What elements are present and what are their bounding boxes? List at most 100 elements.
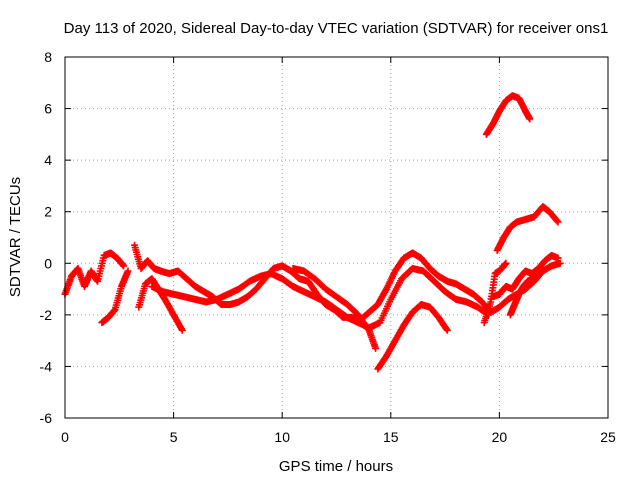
data-point: [303, 291, 305, 293]
data-point: [507, 298, 509, 300]
series-track-10: [489, 252, 562, 301]
data-point: [505, 286, 507, 287]
data-point: [181, 329, 183, 331]
data-point: [90, 270, 92, 272]
data-point: [551, 265, 552, 267]
data-point: [559, 262, 561, 264]
data-point: [299, 278, 301, 280]
data-point: [173, 293, 175, 295]
data-point: [557, 257, 559, 259]
data-point: [390, 298, 392, 300]
data-point: [518, 293, 520, 295]
series-track-5: [148, 264, 492, 332]
data-point: [153, 267, 155, 269]
data-point: [138, 306, 140, 308]
data-point: [420, 257, 422, 259]
data-point: [401, 278, 403, 280]
data-point: [314, 296, 316, 298]
data-point: [336, 296, 337, 298]
data-point: [101, 322, 103, 324]
data-point: [116, 257, 118, 259]
data-point: [420, 304, 422, 305]
data-point: [403, 324, 405, 326]
data-point: [535, 270, 537, 272]
series-trace: [376, 303, 449, 371]
data-point: [114, 309, 116, 311]
data-point: [509, 314, 511, 316]
x-tick-label: 15: [383, 429, 399, 445]
data-point: [336, 309, 337, 311]
data-point: [498, 270, 500, 272]
x-tick-label: 20: [492, 429, 508, 445]
tick-layer: 0 5 10 15 20 25 -6 -4 -2 0 2 4 6 8: [40, 49, 616, 445]
data-point: [107, 316, 109, 318]
data-point: [346, 316, 348, 318]
data-point: [548, 211, 550, 213]
data-point: [325, 288, 327, 290]
data-point: [273, 267, 274, 269]
data-point: [542, 206, 544, 208]
data-point: [544, 260, 546, 262]
data-point: [123, 265, 125, 267]
data-point: [151, 278, 153, 280]
data-point: [446, 329, 448, 331]
data-point: [205, 301, 207, 303]
data-point: [412, 267, 413, 269]
series-track-6: [289, 264, 380, 352]
data-point: [464, 288, 466, 290]
data-point: [477, 306, 479, 308]
y-tick-label: -2: [40, 307, 53, 323]
y-tick-label: 6: [44, 101, 52, 117]
data-point: [168, 273, 170, 275]
data-point: [229, 304, 231, 305]
data-point: [433, 280, 435, 282]
series-track-11: [506, 267, 540, 319]
data-point: [394, 270, 396, 272]
chart-title: Day 113 of 2020, Sidereal Day-to-day VTE…: [64, 20, 609, 37]
data-point: [525, 270, 526, 272]
plot-frame: [64, 56, 609, 419]
data-point: [525, 110, 526, 112]
data-point: [511, 288, 513, 290]
data-point: [394, 340, 396, 342]
data-point: [134, 244, 135, 246]
data-point: [238, 288, 240, 290]
data-point: [147, 260, 148, 262]
data-point: [127, 270, 129, 272]
data-point: [97, 280, 99, 282]
data-point: [481, 301, 483, 303]
data-point: [455, 298, 457, 300]
data-point: [238, 301, 240, 303]
data-point: [492, 123, 494, 125]
data-point: [403, 257, 405, 259]
data-point: [505, 262, 507, 264]
data-point: [422, 270, 424, 272]
data-point: [494, 273, 496, 275]
series-trace: [150, 267, 490, 329]
data-point: [538, 267, 539, 269]
data-point: [529, 118, 531, 120]
data-point: [290, 270, 292, 272]
data-point: [357, 314, 359, 316]
data-point: [379, 322, 381, 324]
data-point: [255, 288, 257, 290]
series-track-3: [131, 241, 564, 324]
y-tick-label: 0: [44, 255, 52, 271]
data-point: [194, 286, 196, 287]
data-point: [71, 275, 72, 277]
data-point: [525, 218, 526, 220]
data-point: [173, 314, 175, 316]
data-point: [498, 306, 500, 308]
data-point: [386, 288, 387, 290]
data-point: [377, 368, 379, 370]
data-point: [307, 280, 309, 282]
series-markers: [493, 203, 562, 254]
data-point: [162, 291, 164, 293]
data-point: [368, 329, 370, 331]
data-point: [429, 306, 431, 308]
data-point: [292, 286, 294, 287]
data-point: [472, 293, 474, 295]
data-point: [444, 291, 446, 293]
data-point: [490, 301, 492, 303]
